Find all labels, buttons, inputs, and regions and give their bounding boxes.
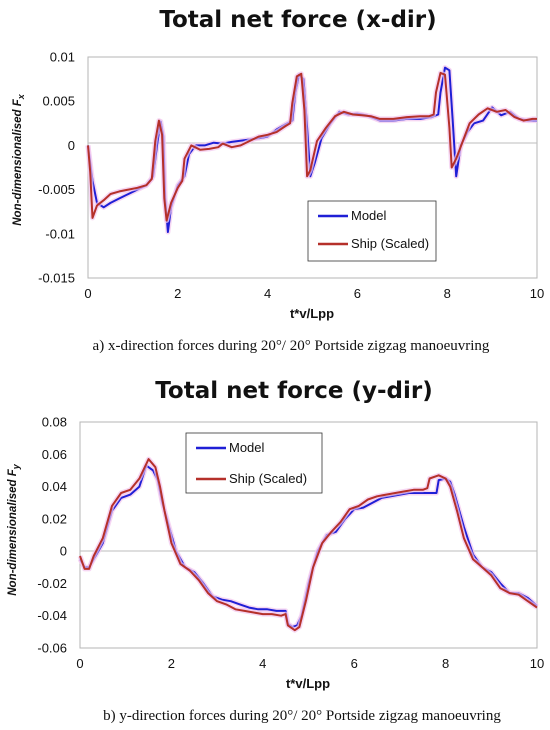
x-tick-label: 4	[264, 286, 271, 301]
y-tick-label: 0	[68, 138, 75, 153]
y-tick-labels: 0.08 0.06 0.04 0.02 0 -0.02 -0.04 -0.06	[37, 415, 67, 656]
x-axis-label: t*v/Lpp	[290, 306, 334, 321]
x-tick-label: 6	[351, 656, 358, 671]
x-tick-labels: 0 2 4 6 8 10	[76, 656, 544, 671]
y-tick-label: 0.04	[42, 479, 67, 494]
chart-x-direction: Total net force (x-dir) 0.01 0.005 0 -0.005…	[12, 7, 544, 354]
y-tick-labels: 0.01 0.005 0 -0.005 -0.01 -0.015	[38, 50, 75, 286]
legend-label-ship: Ship (Scaled)	[229, 471, 307, 486]
y-axis-label-main: Non-dimensionalised F	[7, 468, 19, 595]
x-tick-labels: 0 2 4 6 8 10	[84, 286, 544, 301]
caption-b: b) y-direction forces during 20°/ 20° Po…	[103, 708, 501, 724]
y-tick-label: -0.04	[37, 608, 67, 623]
x-tick-label: 10	[530, 286, 544, 301]
series-line-ship-scaled	[87, 71, 537, 222]
x-tick-label: 0	[76, 656, 83, 671]
x-tick-label: 4	[259, 656, 266, 671]
caption-a: a) x-direction forces during 20°/ 20° Po…	[93, 338, 490, 354]
plot-frame	[79, 421, 538, 649]
y-tick-label: 0.005	[42, 94, 75, 109]
x-tick-label: 2	[168, 656, 175, 671]
y-tick-label: 0.06	[42, 447, 67, 462]
series-lines	[77, 456, 539, 633]
x-tick-label: 0	[84, 286, 91, 301]
y-axis-label-main: Non-dimensionalised F	[12, 98, 24, 225]
chart-title: Total net force (x-dir)	[159, 7, 436, 33]
y-axis-label: Non-dimensionalised Fx	[12, 93, 26, 226]
series-lines	[85, 65, 537, 235]
y-axis-label-subscript: x	[16, 93, 26, 100]
x-axis-label: t*v/Lpp	[286, 676, 330, 691]
y-axis-label-subscript: y	[11, 463, 21, 470]
legend: Model Ship (Scaled)	[185, 432, 323, 494]
legend-box	[185, 432, 323, 494]
y-axis-label: Non-dimensionalised Fy	[7, 463, 21, 596]
y-tick-label: -0.02	[37, 576, 67, 591]
x-tick-label: 2	[174, 286, 181, 301]
y-tick-label: 0	[60, 544, 67, 559]
chart-y-direction: Total net force (y-dir) 0.08 0.06 0.04 0.02…	[7, 378, 544, 724]
y-tick-label: 0.08	[42, 415, 67, 430]
chart-title: Total net force (y-dir)	[155, 378, 432, 404]
y-tick-label: -0.005	[38, 182, 75, 197]
legend-box	[307, 200, 437, 262]
x-tick-label: 8	[442, 656, 449, 671]
legend-label-model: Model	[351, 208, 387, 223]
x-tick-label: 8	[444, 286, 451, 301]
series-line-ship-scaled	[79, 458, 538, 632]
y-tick-label: 0.01	[50, 50, 75, 65]
x-tick-label: 10	[530, 656, 544, 671]
y-tick-label: -0.06	[37, 641, 67, 656]
y-tick-label: 0.02	[42, 511, 67, 526]
legend: Model Ship (Scaled)	[307, 200, 437, 262]
legend-label-ship: Ship (Scaled)	[351, 236, 429, 251]
y-tick-label: -0.015	[38, 271, 75, 286]
x-tick-label: 6	[354, 286, 361, 301]
y-tick-label: -0.01	[45, 226, 75, 241]
legend-label-model: Model	[229, 440, 265, 455]
